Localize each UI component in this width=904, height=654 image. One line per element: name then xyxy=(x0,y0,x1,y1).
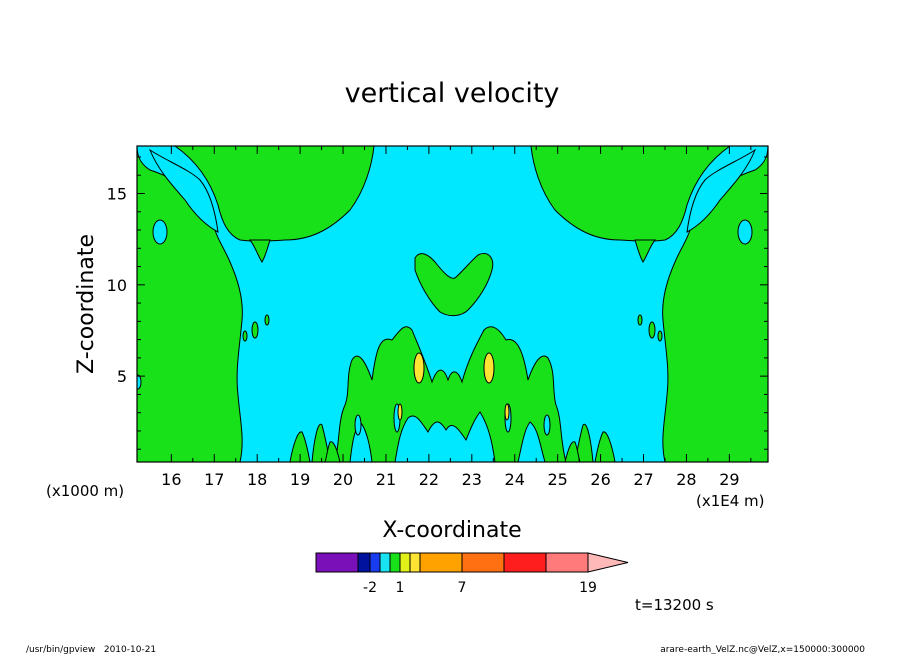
colorbar-tick-label: 1 xyxy=(396,580,405,596)
x-tick-label: 27 xyxy=(633,470,653,489)
colorbar-segment xyxy=(419,552,463,573)
y-tick-label: 5 xyxy=(117,367,127,386)
x-tick-label: 24 xyxy=(505,470,525,489)
plot-area xyxy=(137,146,768,462)
y-axis-label: Z-coordinate xyxy=(74,234,99,374)
negative-pocket-3 xyxy=(354,414,362,436)
x-tick-label: 20 xyxy=(333,470,353,489)
negative-tongue-right xyxy=(686,148,757,233)
colorbar-segment xyxy=(369,552,381,573)
positive-dot-right-1 xyxy=(648,321,656,339)
y-axis: 5 10 15 xyxy=(107,156,768,450)
colorbar-tick-label: 19 xyxy=(579,580,597,596)
negative-spot-left xyxy=(152,219,168,245)
colorbar-segment xyxy=(389,552,401,573)
colorbar-segment xyxy=(315,552,359,573)
colorbar-segment xyxy=(379,552,391,573)
positive-v-shape xyxy=(414,253,494,317)
colorbar-segment xyxy=(503,552,547,573)
x-tick-label: 16 xyxy=(161,470,181,489)
x-unit-left: (x1000 m) xyxy=(46,482,124,500)
x-tick-label: 25 xyxy=(547,470,567,489)
y-tick-label: 15 xyxy=(107,184,127,203)
x-tick-label: 19 xyxy=(290,470,310,489)
x-axis: 16 17 18 19 20 21 22 23 24 25 26 27 28 29 xyxy=(161,146,752,489)
x-tick-label: 21 xyxy=(376,470,396,489)
positive-dot-left-3 xyxy=(264,314,270,326)
colorbar-segment xyxy=(399,552,411,573)
colorbar-tick-label: 7 xyxy=(458,580,467,596)
plot-frame xyxy=(136,145,769,463)
chart-title: vertical velocity xyxy=(345,78,560,109)
negative-dot-edge xyxy=(137,374,142,390)
y-tick-label: 10 xyxy=(107,276,127,295)
strong-core-left xyxy=(413,352,425,384)
x-axis-label: X-coordinate xyxy=(382,518,521,543)
colorbar-segment xyxy=(409,552,421,573)
x-tick-label: 22 xyxy=(419,470,439,489)
colorbar-segment xyxy=(545,552,589,573)
positive-dot-left-2 xyxy=(242,330,248,342)
colorbar-segment xyxy=(357,552,371,573)
negative-spot-right xyxy=(737,219,753,245)
x-tick-label: 29 xyxy=(719,470,739,489)
colorbar-extension xyxy=(587,552,629,573)
positive-dot-left-1 xyxy=(251,321,259,339)
x-tick-label: 23 xyxy=(462,470,482,489)
positive-blob-1 xyxy=(289,431,311,462)
footer-left: /usr/bin/gpview 2010-10-21 xyxy=(26,645,156,654)
footer-right: arare-earth_VelZ.nc@VelZ,x=150000:300000 xyxy=(660,645,865,654)
negative-pocket-4 xyxy=(543,414,551,436)
x-tick-label: 17 xyxy=(204,470,224,489)
negative-tongue-left xyxy=(148,148,219,233)
positive-spike-right xyxy=(634,239,657,263)
x-tick-label: 18 xyxy=(247,470,267,489)
strong-core-small-right xyxy=(504,403,510,421)
strong-core-right xyxy=(483,352,495,384)
positive-dot-right-2 xyxy=(657,330,663,342)
colorbar-segment xyxy=(461,552,505,573)
x-unit-right: (x1E4 m) xyxy=(696,492,765,510)
positive-dot-right-3 xyxy=(637,314,643,326)
x-tick-label: 28 xyxy=(676,470,696,489)
positive-blob-3 xyxy=(594,431,616,462)
colorbar-tick-label: -2 xyxy=(363,580,377,596)
positive-blob-6 xyxy=(324,441,341,462)
strong-core-small-left xyxy=(397,403,403,421)
time-label: t=13200 s xyxy=(635,596,714,614)
x-tick-label: 26 xyxy=(590,470,610,489)
colorbar: -2 1 7 19 xyxy=(315,552,629,596)
positive-spike-left xyxy=(248,239,271,263)
